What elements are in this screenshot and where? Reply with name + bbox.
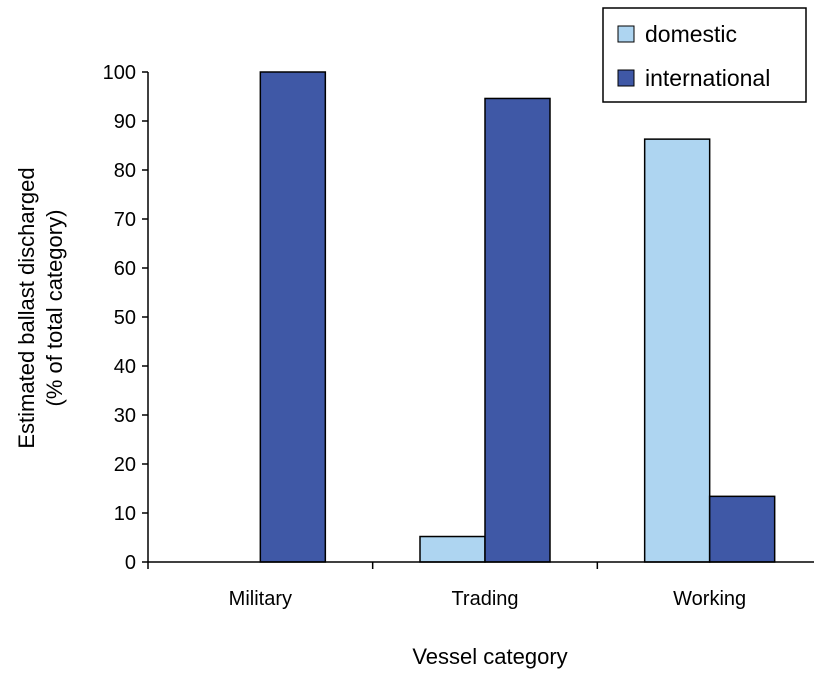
y-tick-label: 100 [103,62,136,84]
legend-box [602,7,807,103]
y-tick-label: 70 [114,209,136,231]
x-tick-label-working: Working [673,588,746,610]
y-axis-title-line1: Estimated ballast discharged [14,167,39,448]
bar-international-working [708,495,776,563]
bar-international-trading [484,97,551,563]
bar-domestic-working [643,138,711,563]
y-tick-label: 60 [114,258,136,280]
legend-swatch-domestic [617,25,635,43]
y-axis-title-line2: (% of total category) [42,210,67,407]
legend-label-domestic: domestic [645,21,737,47]
x-tick-label-military: Military [229,588,292,610]
y-tick-label: 40 [114,356,136,378]
legend: domestic international [602,7,807,103]
bar-domestic-trading [419,535,486,563]
x-tick-label-trading: Trading [451,588,518,610]
y-tick-label: 20 [114,454,136,476]
legend-swatch-international [617,69,635,87]
axes-group: 0 10 20 30 40 50 60 70 80 90 100 Military Trading Wor… [103,62,814,610]
y-tick-label: 30 [114,405,136,427]
y-tick-label: 90 [114,111,136,133]
legend-label-international: international [645,65,770,91]
y-tick-label: 10 [114,503,136,525]
y-tick-label: 50 [114,307,136,329]
y-tick-label: 0 [125,552,136,574]
bar-international-military [259,71,327,563]
y-tick-label: 80 [114,160,136,182]
bars-group [259,71,776,563]
x-axis-title: Vessel category [412,644,567,669]
